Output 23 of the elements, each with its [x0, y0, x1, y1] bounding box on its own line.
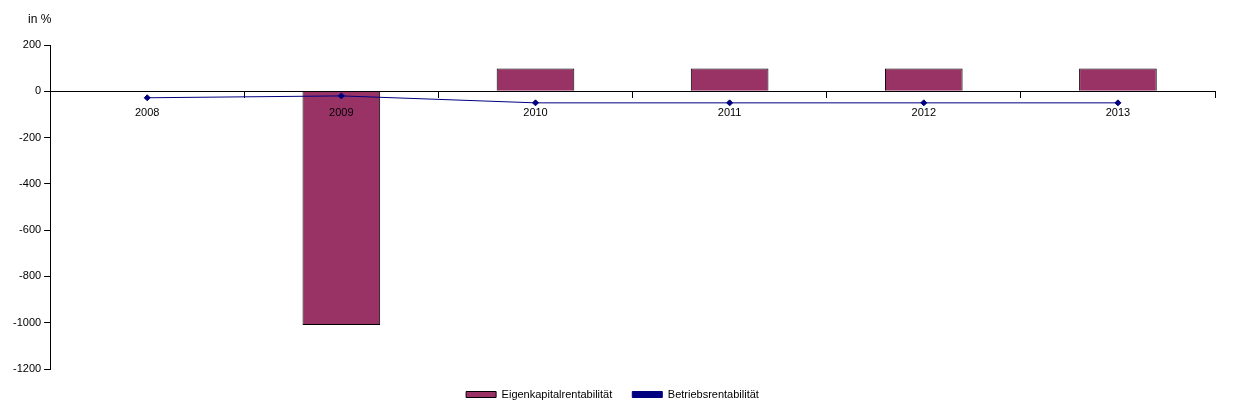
legend-label: Betriebsrentabilität — [667, 387, 759, 400]
point — [143, 94, 151, 102]
x-tick-label: 2011 — [717, 105, 742, 118]
y-tick-label: 200 — [22, 38, 42, 51]
point — [920, 99, 928, 107]
y-tick-label: 0 — [35, 84, 42, 97]
point — [1114, 99, 1122, 107]
y-tick-label: -600 — [19, 223, 42, 236]
x-tick-label: 2008 — [134, 105, 160, 118]
x-tick-label: 2010 — [523, 105, 548, 118]
point — [337, 92, 345, 100]
x-tick-label: 2012 — [911, 105, 937, 118]
x-tick-label: 2009 — [329, 105, 354, 118]
y-tick-label: -1200 — [12, 362, 42, 375]
y-tick-label: -200 — [19, 130, 42, 143]
legend-label: Eigenkapitalrentabilität — [501, 387, 613, 400]
point — [532, 99, 539, 107]
y-tick-label: -800 — [19, 269, 42, 282]
y-tick-label: -1000 — [12, 315, 42, 328]
y-tick-label: -400 — [19, 176, 42, 189]
x-tick-label: 2013 — [1105, 105, 1131, 118]
point — [726, 99, 734, 107]
y-axis-title: in % — [28, 12, 52, 26]
